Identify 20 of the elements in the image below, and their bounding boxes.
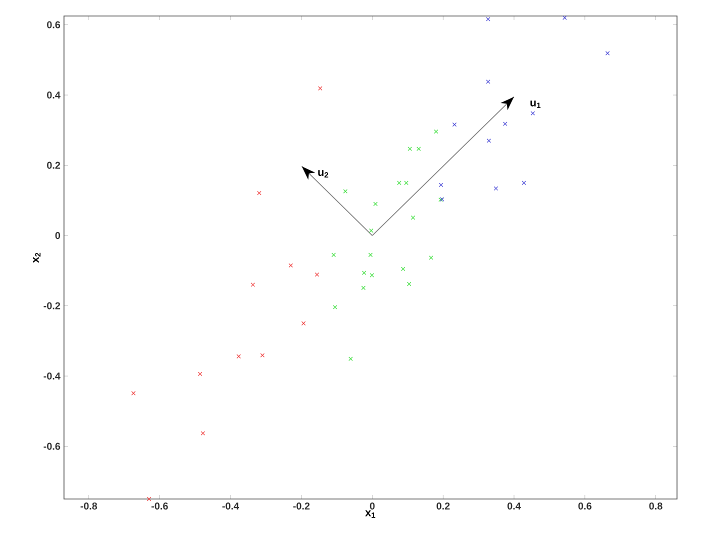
y-tick-label: -0.4 (44, 372, 60, 380)
x-tick-label: 0.8 (649, 502, 662, 510)
x-tick-label: -0.8 (80, 502, 98, 510)
series-label: u$_{2}$ (318, 170, 328, 178)
x-tick-label: 0 (370, 502, 375, 510)
x-tick-label: 0.4 (507, 502, 521, 510)
y-tick-label: -0.2 (44, 302, 60, 310)
x-tick-label: 0.6 (578, 502, 592, 510)
y-tick-label: 0.6 (47, 21, 60, 28)
y-axis-title: x$_{2}$ (33, 252, 40, 263)
series-label: u$_{1}$ (530, 100, 541, 108)
x-tick-label: -0.4 (222, 502, 240, 510)
y-tick-label: 0.4 (47, 92, 60, 99)
y-tick-label: 0.2 (47, 162, 60, 169)
x-tick-label: 0.2 (436, 502, 450, 510)
x-axis-title: x$_{1}$ (365, 510, 376, 518)
x-tick-label: -0.6 (151, 502, 168, 510)
x-tick-label: -0.2 (293, 502, 310, 510)
y-tick-label: -0.6 (44, 442, 60, 450)
y-tick-label: 0 (55, 232, 60, 240)
